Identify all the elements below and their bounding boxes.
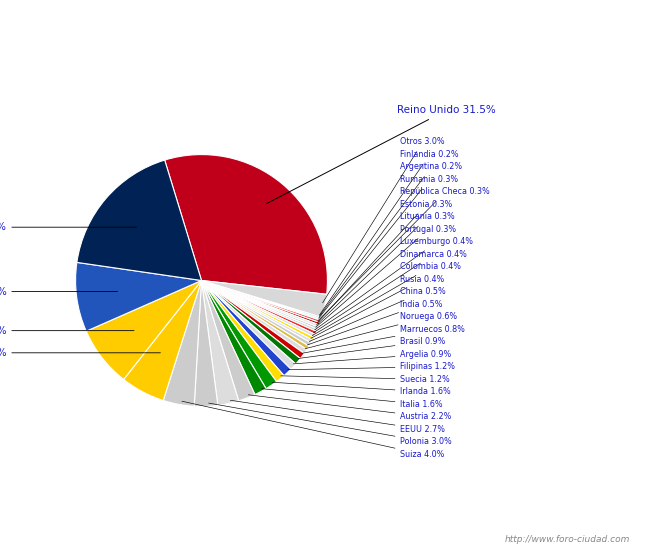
Text: Suiza 4.0%: Suiza 4.0% xyxy=(182,401,445,459)
Text: Argentina 0.2%: Argentina 0.2% xyxy=(319,162,463,316)
Text: Países Bajos 18.0%: Países Bajos 18.0% xyxy=(0,222,136,233)
Wedge shape xyxy=(202,280,317,334)
Wedge shape xyxy=(202,280,300,364)
Text: Portugal 0.3%: Portugal 0.3% xyxy=(316,225,456,327)
Wedge shape xyxy=(202,280,309,350)
Text: Suecia 1.2%: Suecia 1.2% xyxy=(281,375,450,384)
Wedge shape xyxy=(202,280,320,325)
Text: Rusia 0.4%: Rusia 0.4% xyxy=(311,275,445,338)
Wedge shape xyxy=(202,280,284,382)
Text: China 0.5%: China 0.5% xyxy=(309,288,447,342)
Wedge shape xyxy=(77,160,202,280)
Wedge shape xyxy=(202,280,266,394)
Text: Luxemburgo 0.4%: Luxemburgo 0.4% xyxy=(315,238,473,330)
Text: India 0.5%: India 0.5% xyxy=(307,300,443,345)
Text: Italia 1.6%: Italia 1.6% xyxy=(261,389,443,409)
Wedge shape xyxy=(202,280,296,369)
Text: Filipinas 1.2%: Filipinas 1.2% xyxy=(288,362,456,371)
Text: Austria 2.2%: Austria 2.2% xyxy=(248,395,452,421)
Text: Bélgica 5.7%: Bélgica 5.7% xyxy=(0,348,161,358)
Wedge shape xyxy=(75,262,202,331)
Wedge shape xyxy=(202,280,313,343)
Text: Jávea/Xàbia  -  Turistas extranjeros según país  -  Abril de 2024: Jávea/Xàbia - Turistas extranjeros según… xyxy=(89,12,561,24)
Text: Noruega 0.6%: Noruega 0.6% xyxy=(305,312,458,349)
Wedge shape xyxy=(202,280,311,346)
Text: Dinamarca 0.4%: Dinamarca 0.4% xyxy=(313,250,467,333)
Wedge shape xyxy=(202,280,291,376)
Wedge shape xyxy=(86,280,202,380)
Wedge shape xyxy=(202,280,304,359)
Text: Argelia 0.9%: Argelia 0.9% xyxy=(293,350,452,364)
Text: Estonia 0.3%: Estonia 0.3% xyxy=(317,200,453,323)
Text: Rumania 0.3%: Rumania 0.3% xyxy=(318,175,459,318)
Wedge shape xyxy=(202,280,255,401)
Wedge shape xyxy=(202,280,318,332)
Text: Marruecos 0.8%: Marruecos 0.8% xyxy=(302,325,465,353)
Text: Francia 8.9%: Francia 8.9% xyxy=(0,287,118,296)
Wedge shape xyxy=(202,280,319,327)
Text: http://www.foro-ciudad.com: http://www.foro-ciudad.com xyxy=(505,536,630,544)
Wedge shape xyxy=(202,280,239,405)
Wedge shape xyxy=(124,280,202,400)
Text: Colombia 0.4%: Colombia 0.4% xyxy=(312,262,462,336)
Wedge shape xyxy=(202,280,307,354)
Text: Otros 3.0%: Otros 3.0% xyxy=(322,138,445,303)
Wedge shape xyxy=(202,280,314,340)
Text: EEUU 2.7%: EEUU 2.7% xyxy=(230,400,445,434)
Wedge shape xyxy=(163,280,202,406)
Wedge shape xyxy=(194,280,218,406)
Text: Finlandia 0.2%: Finlandia 0.2% xyxy=(320,150,459,315)
Wedge shape xyxy=(202,280,315,337)
Text: Brasil 0.9%: Brasil 0.9% xyxy=(298,337,446,359)
Text: Irlanda 1.6%: Irlanda 1.6% xyxy=(272,382,451,397)
Text: Lituania 0.3%: Lituania 0.3% xyxy=(317,212,455,325)
Wedge shape xyxy=(202,280,321,321)
Wedge shape xyxy=(202,280,321,323)
Text: República Checa 0.3%: República Checa 0.3% xyxy=(318,188,490,321)
Wedge shape xyxy=(164,155,328,294)
Text: Polonia 3.0%: Polonia 3.0% xyxy=(209,403,452,446)
Wedge shape xyxy=(202,280,322,319)
Text: Reino Unido 31.5%: Reino Unido 31.5% xyxy=(266,106,495,204)
Wedge shape xyxy=(202,280,318,329)
Text: Alemania 7.8%: Alemania 7.8% xyxy=(0,326,134,336)
Wedge shape xyxy=(202,280,277,389)
Wedge shape xyxy=(202,280,327,317)
